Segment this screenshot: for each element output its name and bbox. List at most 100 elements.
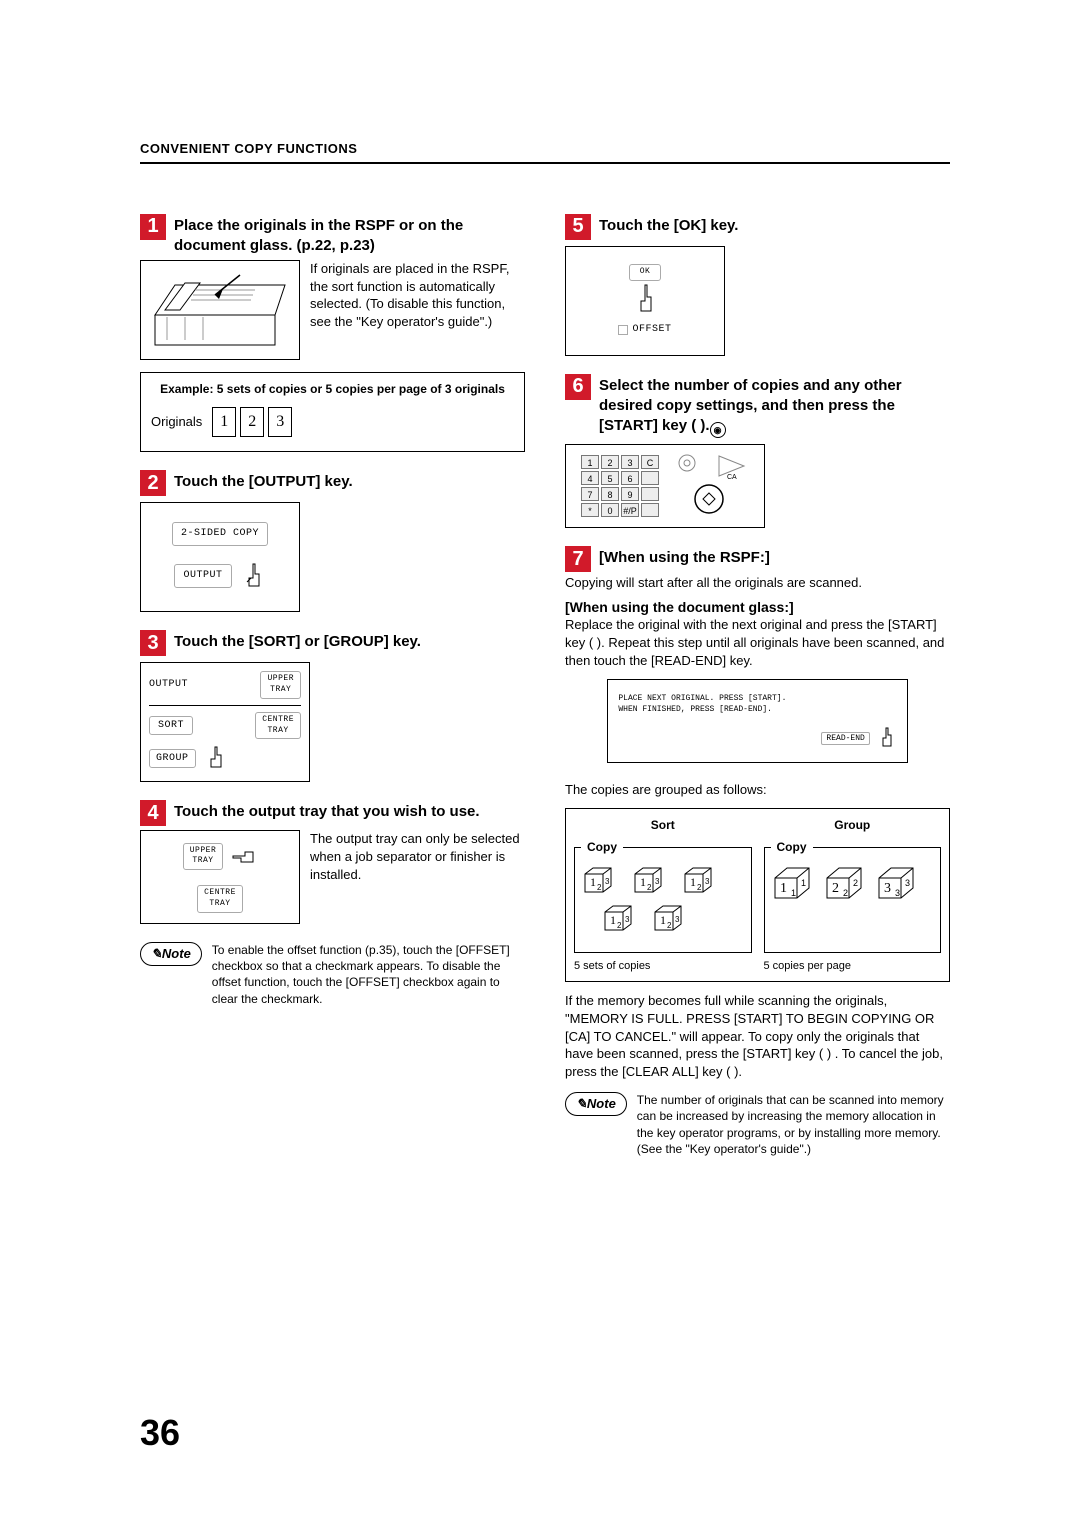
keypad-panel: 123C 456 789 *0#/P CA	[565, 444, 765, 528]
pointer-icon	[240, 562, 266, 592]
svg-text:3: 3	[605, 877, 610, 886]
step-7: 7 [When using the RSPF:] Copying will st…	[565, 546, 950, 763]
step-7-number: 7	[565, 546, 591, 572]
pencil-icon: ✎	[576, 1096, 587, 1111]
scan-message-panel: PLACE NEXT ORIGINAL. PRESS [START]. WHEN…	[607, 679, 907, 763]
step-7-sub: [When using the document glass:]	[565, 598, 950, 617]
orig-page-2: 2	[240, 407, 264, 437]
step-5-title: Touch the [OK] key.	[599, 214, 738, 236]
note-right: ✎Note The number of originals that can b…	[565, 1092, 950, 1157]
header-rule	[140, 162, 950, 164]
page-number: 36	[140, 1409, 180, 1458]
svg-text:1: 1	[801, 878, 806, 888]
group-copy-legend: Copy	[771, 839, 813, 855]
step-6-title: Select the number of copies and any othe…	[599, 374, 950, 439]
svg-text:2: 2	[597, 883, 602, 892]
scan-msg-2: WHEN FINISHED, PRESS [READ-END].	[618, 705, 896, 716]
svg-text:3: 3	[905, 878, 910, 888]
note-badge-left: ✎Note	[140, 942, 202, 966]
section-header: CONVENIENT COPY FUNCTIONS	[140, 140, 950, 158]
group-result: Group Copy 111 222 333 5 copies per page	[764, 817, 942, 973]
panel5-ok-label: OK	[629, 264, 662, 281]
note-left: ✎Note To enable the offset function (p.3…	[140, 942, 525, 1007]
panel3-upper: UPPER TRAY	[260, 671, 301, 699]
svg-text:1: 1	[660, 913, 666, 927]
svg-text:3: 3	[884, 881, 891, 896]
output-panel: 2-SIDED COPY OUTPUT	[140, 502, 300, 612]
originals-pages: 1 2 3	[212, 407, 292, 437]
step-4-body: The output tray can only be selected whe…	[310, 830, 525, 883]
pencil-icon: ✎	[151, 946, 162, 961]
tray-panel: UPPER TRAY CENTRE TRAY	[140, 830, 300, 924]
group-caption: 5 copies per page	[764, 959, 942, 974]
left-column: 1 Place the originals in the RSPF or on …	[140, 214, 525, 1169]
svg-text:1: 1	[640, 875, 646, 889]
panel-output: OUTPUT	[174, 564, 231, 588]
svg-text:3: 3	[895, 888, 900, 898]
step-1: 1 Place the originals in the RSPF or on …	[140, 214, 525, 453]
step-4-number: 4	[140, 800, 166, 826]
step-4-title: Touch the output tray that you wish to u…	[174, 800, 480, 822]
step-3-number: 3	[140, 630, 166, 656]
pointer-icon	[202, 745, 228, 773]
step-5-number: 5	[565, 214, 591, 240]
right-column: 5 Touch the [OK] key. OK OFFSET 6 Select…	[565, 214, 950, 1169]
svg-text:3: 3	[625, 915, 630, 924]
example-box: Example: 5 sets of copies or 5 copies pe…	[140, 372, 525, 452]
svg-text:2: 2	[647, 883, 652, 892]
grouped-intro: The copies are grouped as follows:	[565, 781, 950, 799]
panel4-centre: CENTRE TRAY	[197, 885, 243, 913]
step-5: 5 Touch the [OK] key. OK OFFSET	[565, 214, 950, 356]
orig-page-1: 1	[212, 407, 236, 437]
sort-copy-legend: Copy	[581, 839, 623, 855]
svg-text:1: 1	[590, 875, 596, 889]
svg-text:2: 2	[832, 881, 839, 896]
start-button-diagram: CA	[669, 451, 749, 521]
svg-text:3: 3	[675, 915, 680, 924]
step-3: 3 Touch the [SORT] or [GROUP] key. OUTPU…	[140, 630, 525, 782]
step-1-title: Place the originals in the RSPF or on th…	[174, 214, 525, 257]
pointer-icon	[875, 726, 897, 752]
note-badge-right: ✎Note	[565, 1092, 627, 1116]
sort-group-panel: OUTPUT UPPER TRAY SORT CENTRE TRAY GROUP	[140, 662, 310, 782]
originals-label: Originals	[151, 413, 202, 431]
svg-text:3: 3	[655, 877, 660, 886]
svg-text:1: 1	[791, 888, 796, 898]
pointer-icon	[632, 283, 658, 317]
step-7-body2: Replace the original with the next origi…	[565, 616, 950, 669]
result-box: Sort Copy 123 123 123 123 123	[565, 808, 950, 982]
panel-2sided: 2-SIDED COPY	[172, 522, 268, 546]
pointer-icon	[231, 843, 257, 871]
svg-text:CA: CA	[727, 474, 737, 481]
step-6: 6 Select the number of copies and any ot…	[565, 374, 950, 529]
step-3-title: Touch the [SORT] or [GROUP] key.	[174, 630, 421, 652]
step-6-number: 6	[565, 374, 591, 400]
svg-text:2: 2	[697, 883, 702, 892]
svg-text:2: 2	[853, 878, 858, 888]
step-1-body: If originals are placed in the RSPF, the…	[310, 260, 525, 330]
step-4: 4 Touch the output tray that you wish to…	[140, 800, 525, 924]
svg-text:3: 3	[705, 877, 710, 886]
orig-page-3: 3	[268, 407, 292, 437]
step-7-body1: Copying will start after all the origina…	[565, 574, 950, 592]
panel4-upper: UPPER TRAY	[183, 843, 224, 871]
svg-text:2: 2	[843, 888, 848, 898]
keypad-grid: 123C 456 789 *0#/P	[581, 455, 659, 517]
start-key-icon: ◉	[710, 422, 726, 438]
read-end-btn: READ-END	[821, 732, 869, 745]
sort-result: Sort Copy 123 123 123 123 123	[574, 817, 752, 973]
panel3-group: GROUP	[149, 749, 196, 769]
sort-stack: 123 123 123 123 123	[581, 864, 745, 944]
scan-msg-1: PLACE NEXT ORIGINAL. PRESS [START].	[618, 694, 896, 705]
svg-text:1: 1	[780, 881, 787, 896]
content-columns: 1 Place the originals in the RSPF or on …	[140, 214, 950, 1169]
panel3-sort: SORT	[149, 716, 193, 736]
step-1-number: 1	[140, 214, 166, 240]
rspf-diagram	[140, 260, 300, 360]
svg-text:2: 2	[617, 921, 622, 930]
sort-title: Sort	[574, 817, 752, 833]
svg-text:1: 1	[610, 913, 616, 927]
note-right-text: The number of originals that can be scan…	[637, 1092, 950, 1157]
panel5-offset: OFFSET	[632, 323, 671, 337]
memfull-text: If the memory becomes full while scannin…	[565, 992, 950, 1080]
